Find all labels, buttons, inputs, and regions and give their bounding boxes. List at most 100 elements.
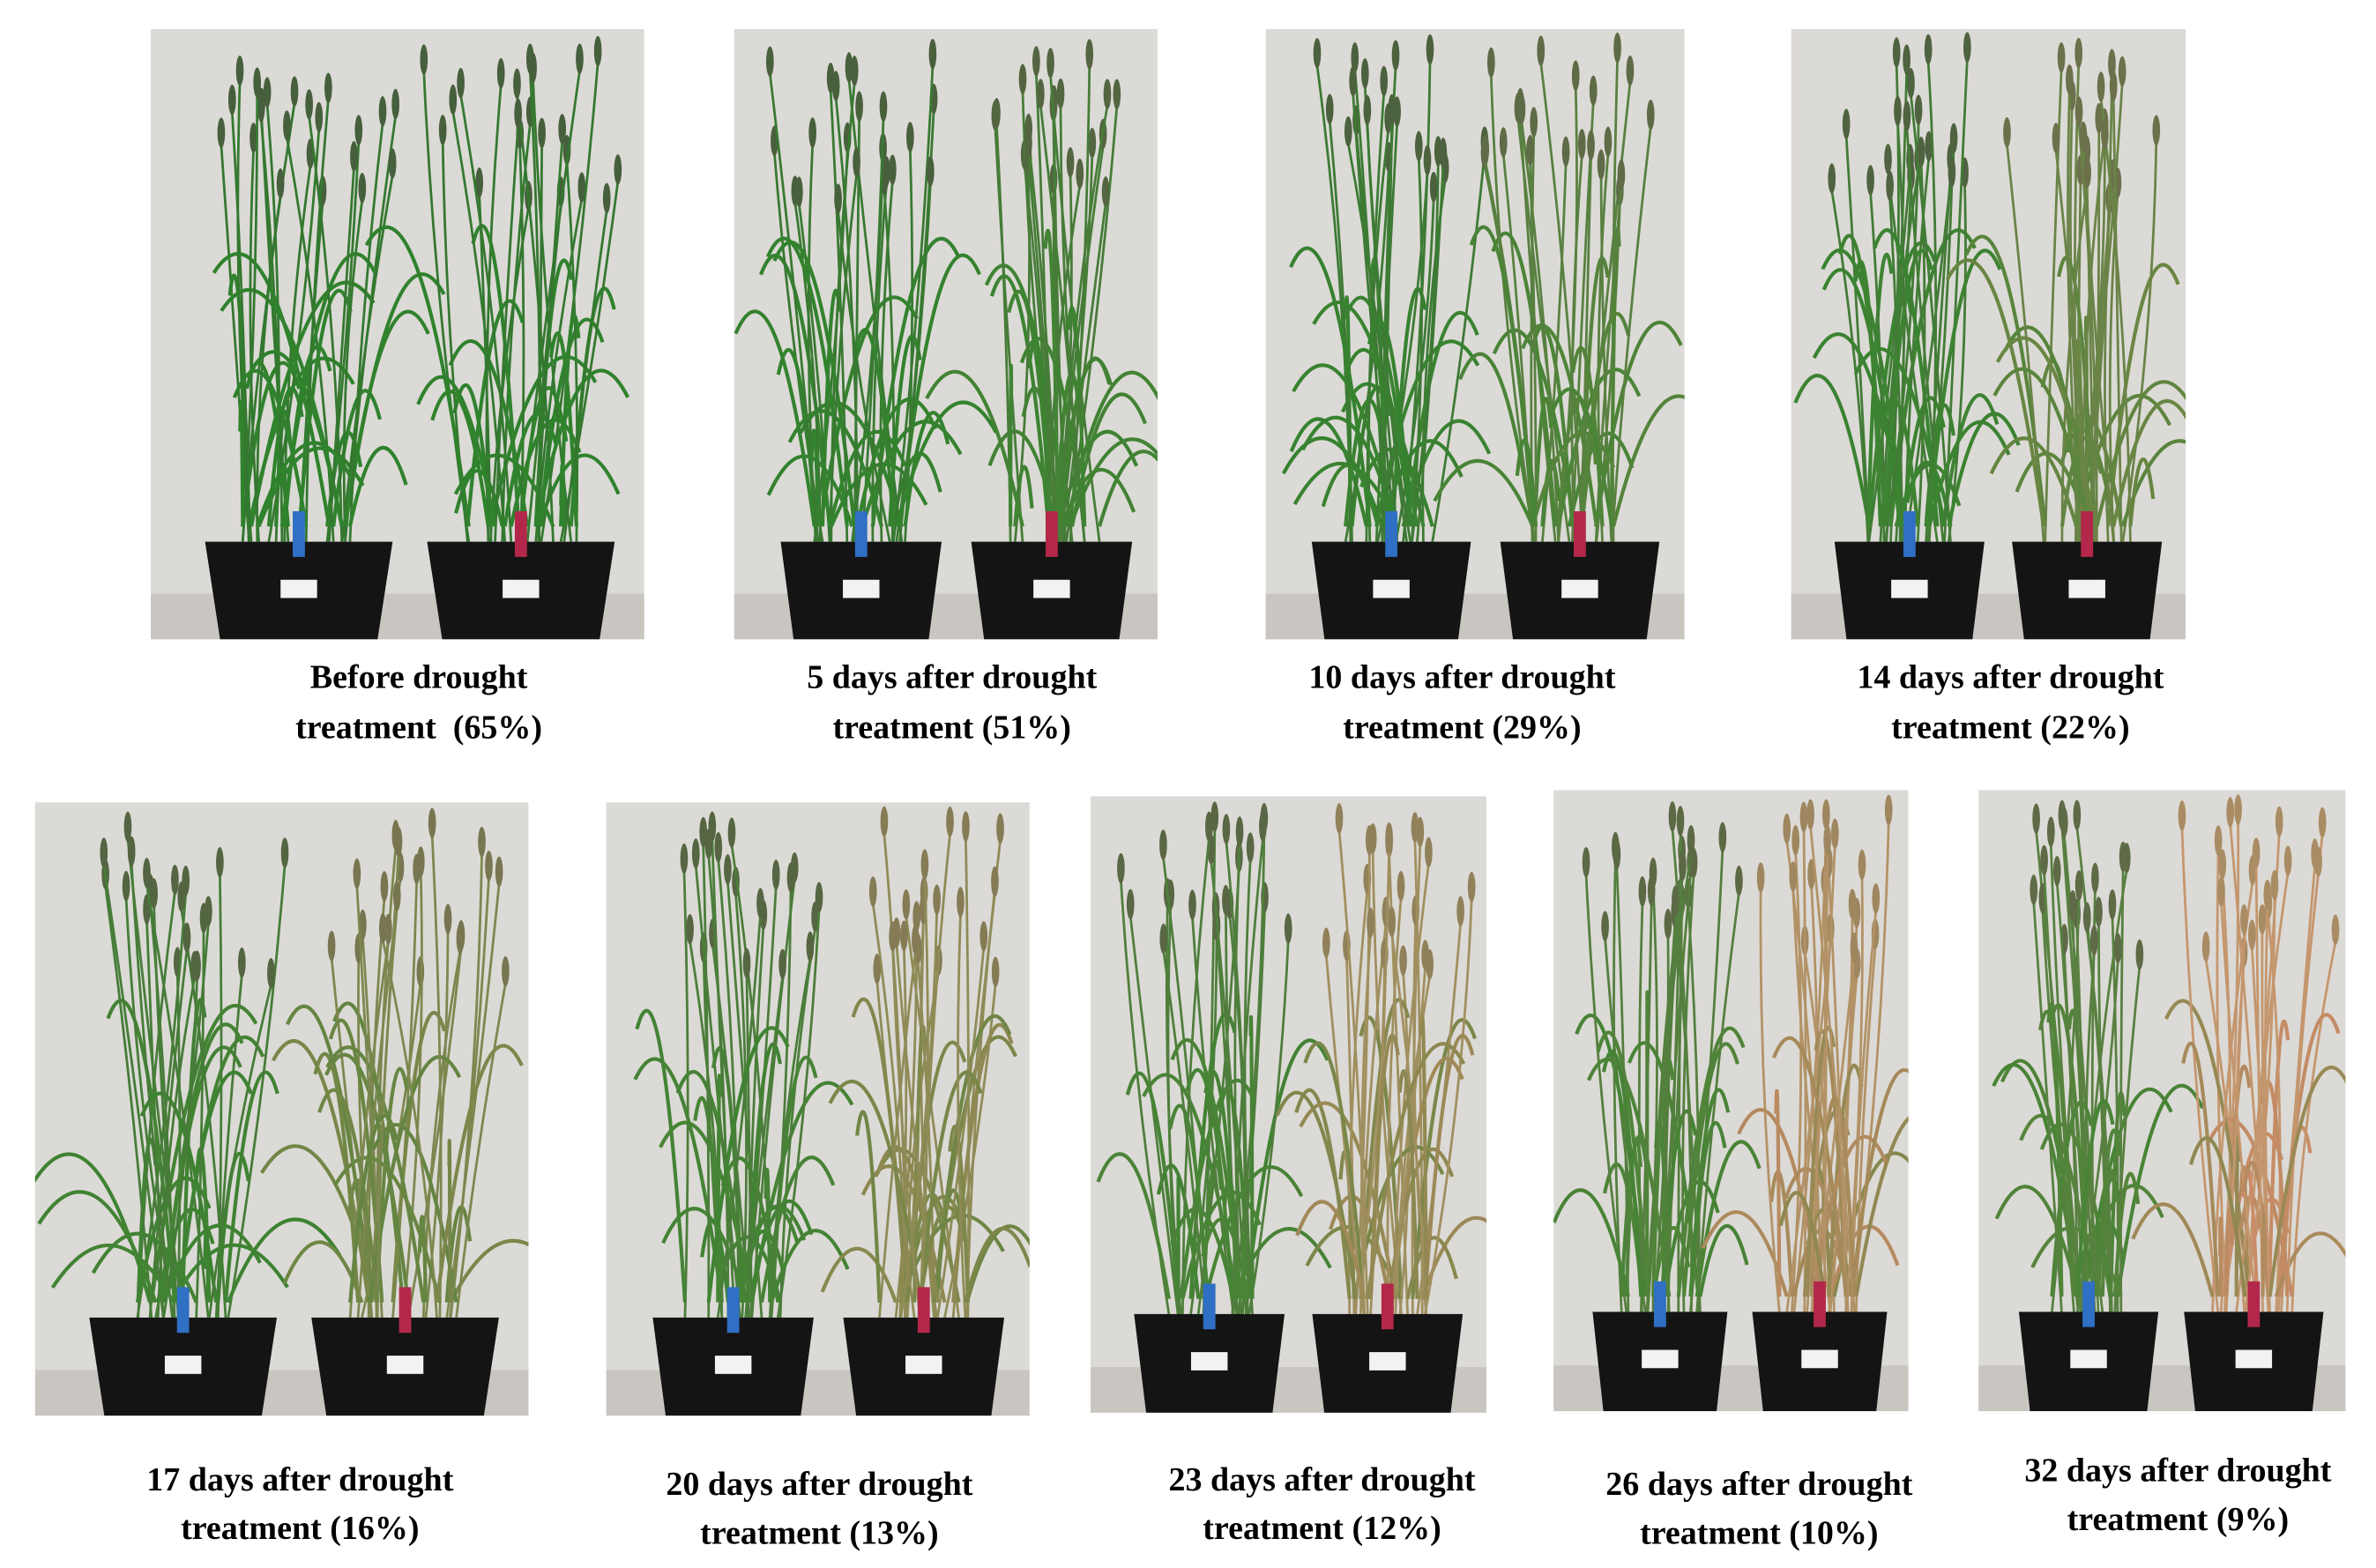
ear: [1886, 170, 1894, 201]
plant-tag: [2247, 1281, 2261, 1327]
leaf: [50, 1243, 175, 1304]
leaf: [853, 327, 896, 527]
stem: [348, 123, 384, 542]
leaf: [894, 400, 998, 527]
leaf: [328, 1018, 384, 1303]
leaf: [827, 429, 907, 527]
caption-line: treatment (9%): [2067, 1501, 2290, 1538]
leaf: [1419, 1015, 1428, 1299]
ear: [257, 92, 265, 123]
ear: [1872, 883, 1881, 914]
leaf: [447, 1139, 452, 1303]
ear: [2201, 931, 2210, 962]
ear: [1617, 159, 1626, 190]
ear: [1647, 875, 1656, 906]
ear: [853, 146, 860, 178]
leaf: [1947, 412, 2021, 527]
stem: [892, 66, 935, 542]
leaf: [471, 224, 521, 527]
leaf: [1300, 415, 1398, 527]
ear: [1205, 811, 1213, 843]
ear: [1597, 149, 1605, 180]
ear: [1884, 794, 1893, 826]
stem: [1128, 916, 1180, 1315]
ear: [1487, 47, 1495, 78]
leaf: [1927, 420, 2011, 527]
leaf: [313, 1052, 361, 1303]
photo: [1978, 790, 2346, 1412]
ear: [912, 901, 920, 932]
stem: [1610, 126, 1652, 542]
ear: [502, 955, 510, 987]
caption-line: treatment (13%): [700, 1514, 939, 1551]
ear: [1822, 799, 1830, 830]
stem: [834, 98, 859, 542]
photo: [1553, 790, 1909, 1412]
ear: [1530, 107, 1538, 137]
ear: [2118, 56, 2126, 87]
ear: [2060, 806, 2068, 838]
plant-tag: [293, 511, 305, 557]
ear: [1894, 95, 1902, 127]
ear: [815, 881, 823, 913]
ear: [384, 913, 392, 945]
leaf: [534, 368, 630, 527]
leaf: [1881, 398, 1920, 527]
leaf: [2276, 1013, 2341, 1297]
ear: [2082, 902, 2091, 933]
ear: [558, 114, 566, 145]
stem: [518, 145, 525, 542]
stem: [1489, 74, 1537, 542]
plant-tag: [2081, 511, 2094, 557]
stem: [768, 958, 812, 1318]
leaf: [918, 1070, 983, 1303]
leaf: [1548, 387, 1614, 527]
ear: [513, 68, 521, 100]
ear: [217, 117, 226, 148]
stem: [214, 974, 243, 1318]
ear: [2113, 933, 2122, 964]
stem: [401, 873, 423, 1319]
pot-label: [1801, 1349, 1838, 1369]
ear: [727, 817, 736, 849]
ear: [2073, 799, 2082, 831]
ear: [413, 853, 421, 885]
leaf: [1098, 450, 1158, 527]
leaf: [212, 251, 331, 527]
ear: [538, 117, 546, 149]
stem: [516, 95, 555, 542]
ear: [1806, 799, 1814, 830]
stem: [451, 111, 507, 542]
ear: [1830, 818, 1839, 850]
ear: [900, 920, 908, 951]
ear: [1101, 176, 1110, 207]
stem: [837, 211, 891, 542]
ear: [2030, 874, 2038, 905]
ear: [1791, 824, 1800, 856]
ear: [1284, 913, 1292, 944]
ear: [2218, 849, 2227, 880]
stem: [2099, 99, 2132, 542]
pot-label: [1642, 1349, 1679, 1369]
leaf: [2075, 1099, 2115, 1297]
stem: [1844, 136, 1871, 542]
ear: [1363, 94, 1372, 126]
stem: [2121, 142, 2158, 542]
leaf: [918, 1205, 967, 1303]
ear: [834, 183, 842, 214]
stem: [1027, 155, 1060, 542]
ear: [962, 811, 970, 842]
leaf: [888, 334, 922, 527]
ear: [1689, 847, 1698, 879]
pot-label: [1190, 1352, 1228, 1371]
leaf: [1458, 352, 1535, 527]
leaf: [1778, 1191, 1827, 1297]
ear: [290, 76, 299, 107]
leaf: [706, 1026, 790, 1303]
ear: [2119, 841, 2127, 873]
stem: [2264, 906, 2271, 1312]
ear: [2240, 903, 2248, 935]
leaf: [1769, 1170, 1794, 1297]
stem: [1580, 157, 1592, 542]
ear: [771, 859, 780, 890]
